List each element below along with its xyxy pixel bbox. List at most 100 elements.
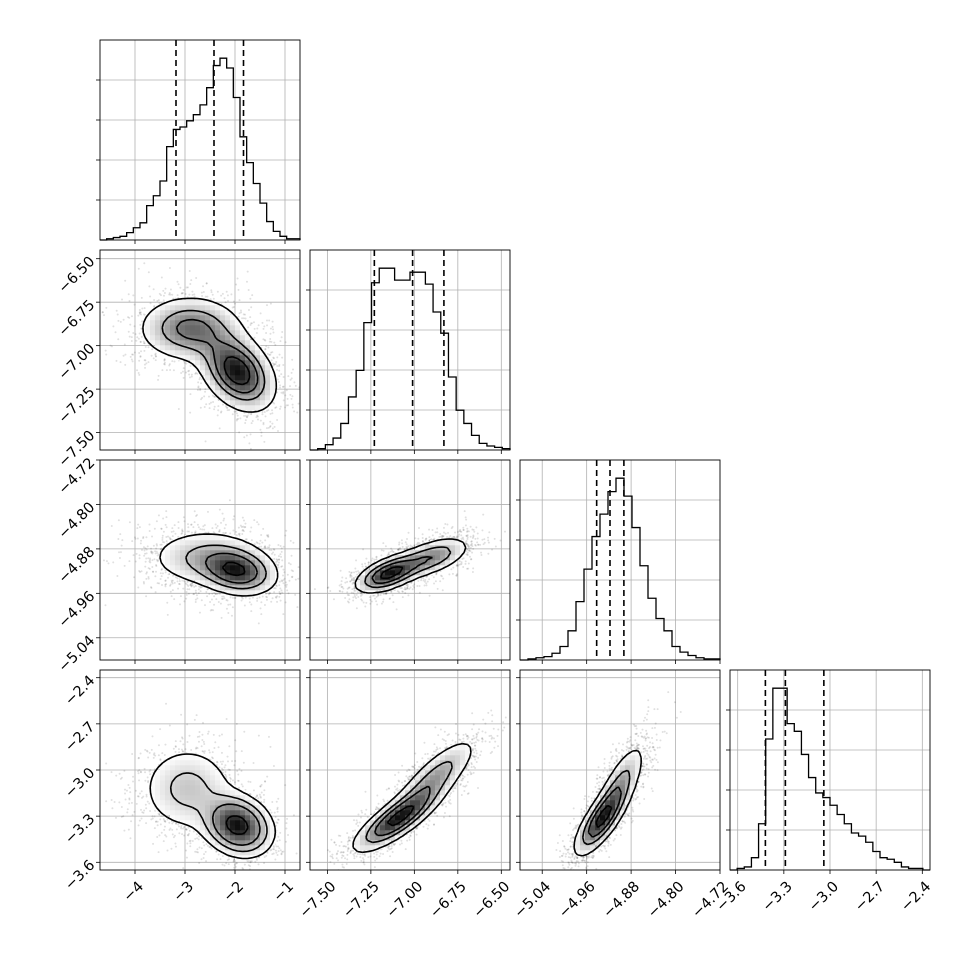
scatter-point xyxy=(260,601,263,604)
density-cell xyxy=(215,305,221,311)
density-cell xyxy=(145,330,151,336)
density-cell xyxy=(155,305,161,311)
scatter-point xyxy=(138,352,141,355)
scatter-point xyxy=(173,524,176,527)
scatter-point xyxy=(132,353,135,356)
scatter-point xyxy=(177,535,180,538)
scatter-point xyxy=(123,564,126,567)
scatter-point xyxy=(154,353,157,356)
scatter-point xyxy=(136,537,139,540)
scatter-point xyxy=(188,588,191,591)
scatter-point xyxy=(253,336,256,339)
scatter-point xyxy=(275,406,278,409)
scatter-point xyxy=(234,410,237,413)
scatter-point xyxy=(244,317,247,320)
density-cell xyxy=(255,400,261,406)
scatter-point xyxy=(190,373,193,376)
scatter-point xyxy=(150,587,153,590)
scatter-point xyxy=(216,592,219,595)
density-cell xyxy=(190,345,196,351)
scatter-point xyxy=(221,403,224,406)
scatter-point xyxy=(262,423,265,426)
scatter-point xyxy=(169,537,172,540)
scatter-point xyxy=(215,598,218,601)
scatter-point xyxy=(161,538,164,541)
scatter-point xyxy=(269,327,272,330)
density-cell xyxy=(200,305,206,311)
scatter-point xyxy=(150,586,153,589)
scatter-point xyxy=(152,544,155,547)
density-cell xyxy=(205,310,211,316)
density-cell xyxy=(210,355,216,361)
scatter-point xyxy=(187,370,190,373)
scatter-point xyxy=(220,597,223,600)
density-cell xyxy=(210,305,216,311)
scatter-point xyxy=(206,295,209,298)
scatter-point xyxy=(214,395,217,398)
scatter-point xyxy=(172,369,175,372)
scatter-point xyxy=(277,561,280,564)
scatter-point xyxy=(281,331,284,334)
scatter-point xyxy=(232,305,235,308)
scatter-point xyxy=(302,381,304,383)
scatter-panel-0-1 xyxy=(99,249,304,451)
scatter-point xyxy=(140,327,143,330)
scatter-point xyxy=(145,571,148,574)
scatter-point xyxy=(150,547,153,550)
density-cell xyxy=(245,370,251,376)
scatter-point xyxy=(138,569,141,572)
scatter-point xyxy=(293,381,296,384)
scatter-point xyxy=(164,287,167,290)
density-cell xyxy=(260,355,266,361)
scatter-point xyxy=(286,589,289,592)
scatter-point xyxy=(273,363,276,366)
scatter-point xyxy=(154,575,157,578)
scatter-point xyxy=(233,515,236,518)
scatter-point xyxy=(177,526,180,529)
density-cell xyxy=(240,345,246,351)
density-cell xyxy=(160,330,166,336)
scatter-point xyxy=(232,596,235,599)
scatter-point xyxy=(102,314,105,317)
density-cell xyxy=(230,360,236,366)
scatter-point xyxy=(191,584,194,587)
scatter-point xyxy=(128,300,131,303)
scatter-point xyxy=(168,293,171,296)
scatter-point xyxy=(242,313,245,316)
scatter-point xyxy=(168,266,171,269)
scatter-point xyxy=(118,557,121,560)
density-cell xyxy=(220,305,226,311)
scatter-point xyxy=(147,575,150,578)
density-cell xyxy=(190,325,196,331)
scatter-point xyxy=(272,331,275,334)
scatter-point xyxy=(256,521,259,524)
scatter-point xyxy=(160,527,163,530)
density-cell xyxy=(175,350,181,356)
density-cell xyxy=(175,340,181,346)
scatter-point xyxy=(261,411,264,414)
scatter-point xyxy=(186,286,189,289)
scatter-point xyxy=(174,532,177,535)
scatter-point xyxy=(281,580,284,583)
scatter-point xyxy=(202,285,205,288)
scatter-point xyxy=(119,361,122,364)
density-cell xyxy=(155,320,161,326)
scatter-point xyxy=(107,562,110,565)
scatter-point xyxy=(133,303,136,306)
scatter-point xyxy=(114,331,117,334)
scatter-point xyxy=(196,523,199,526)
scatter-point xyxy=(276,368,279,371)
scatter-point xyxy=(287,592,290,595)
scatter-point xyxy=(279,587,282,590)
density-cell xyxy=(180,300,186,306)
scatter-point xyxy=(155,543,158,546)
scatter-point xyxy=(274,406,277,409)
density-cell xyxy=(195,315,201,321)
density-cell xyxy=(205,305,211,311)
scatter-point xyxy=(206,510,209,513)
density-cell xyxy=(150,330,156,336)
scatter-point xyxy=(277,558,280,561)
scatter-point xyxy=(163,292,166,295)
scatter-point xyxy=(249,316,252,319)
scatter-point xyxy=(271,325,274,328)
